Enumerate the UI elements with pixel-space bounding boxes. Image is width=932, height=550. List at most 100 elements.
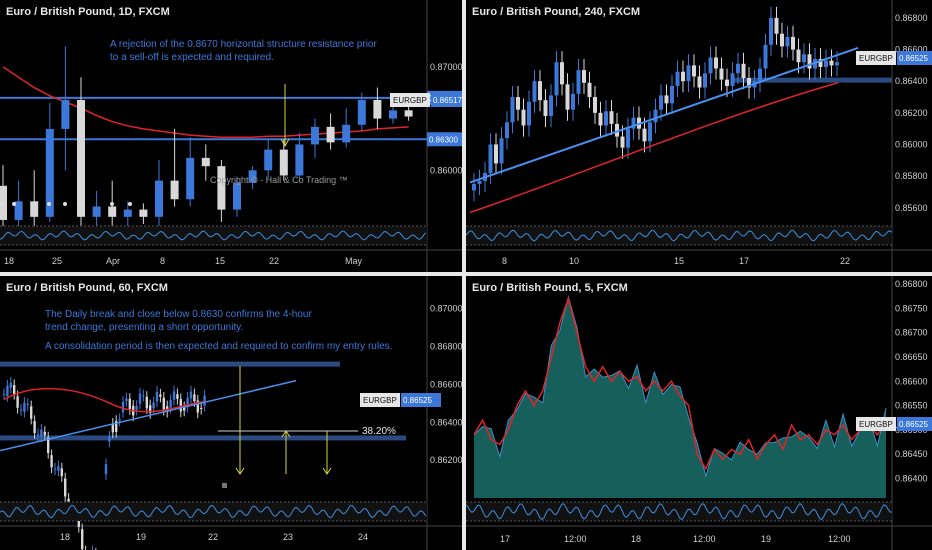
signal-dot — [110, 202, 114, 206]
candle-body — [582, 70, 586, 83]
signal-dot — [128, 202, 132, 206]
price-tag-value — [401, 393, 441, 407]
time-tick-label: 22 — [840, 256, 850, 266]
support-zone — [0, 435, 406, 441]
candle-body — [186, 157, 195, 200]
candle-body — [714, 57, 718, 69]
price-tag-value-text: 0.86525 — [403, 396, 432, 405]
candle-body — [169, 399, 172, 408]
price-tick-label: 0.86700 — [895, 328, 928, 338]
candle-body — [19, 409, 23, 411]
chart-panel-daily[interactable]: 0.867000.863000.870000.86000EURGBP0.8651… — [0, 0, 462, 272]
candle-body — [648, 122, 652, 142]
candle-body — [179, 399, 182, 412]
price-tick-label: 0.86600 — [895, 45, 928, 55]
chart-panel-1h[interactable]: 0.87000 0.86800 0.86600 0.86400 0.86200 EURGB… — [0, 276, 462, 550]
candle-body — [653, 109, 658, 123]
candle-body — [6, 385, 9, 397]
candle-body — [155, 180, 163, 217]
price-tag-value — [431, 93, 462, 107]
candle-body — [196, 400, 199, 413]
price-tick-label: 0.86450 — [895, 449, 928, 459]
candle-body — [57, 466, 60, 471]
chart-panel-4h[interactable]: 0.86800 0.86600 0.86400 0.86200 0.86000 0.858… — [466, 0, 932, 272]
time-tick-label: 17 — [739, 256, 749, 266]
candle-body — [36, 434, 40, 436]
candle-body — [40, 429, 43, 437]
price-tick-label: 0.86400 — [895, 474, 928, 484]
time-tick-label: 23 — [283, 532, 293, 542]
candle-body — [631, 117, 636, 129]
candle-body — [45, 128, 54, 217]
time-tick-label: 10 — [569, 256, 579, 266]
candle-body — [162, 397, 165, 410]
chart-title: Euro / British Pound, 1D, FXCM — [6, 6, 170, 18]
price-tag-value — [897, 51, 932, 65]
price-tag-symbol-text: EURGBP — [363, 396, 397, 405]
price-tick-label: 0.86600 — [895, 376, 928, 386]
candle-body — [675, 71, 680, 86]
candle-body — [488, 144, 493, 173]
price-tag-symbol — [856, 417, 896, 431]
candle-body — [128, 398, 131, 410]
price-tick-label: 0.85800 — [895, 171, 928, 181]
candle-body — [135, 406, 138, 410]
candle-body — [571, 93, 575, 110]
candle-body — [23, 402, 26, 412]
signal-dot — [78, 202, 82, 206]
time-tick-label: 12:00 — [564, 534, 587, 544]
price-tick-label: 0.85600 — [895, 203, 928, 213]
candle-body — [521, 109, 526, 126]
candle-body — [780, 33, 784, 47]
candle-body — [477, 180, 482, 185]
time-tick-label: 18 — [4, 256, 14, 266]
price-tick-label: 0.86800 — [430, 342, 462, 352]
candle-body — [736, 63, 740, 74]
candle-body — [796, 49, 801, 63]
candle-body — [604, 111, 608, 126]
chart-panel-5m[interactable]: 0.86800 0.86750 0.86700 0.86650 0.86600 0.865… — [466, 276, 932, 550]
candle-body — [61, 99, 70, 129]
price-tick-label: 0.86550 — [895, 401, 928, 411]
fib-level-label: 38.20% — [362, 426, 396, 437]
candle-body — [549, 95, 553, 116]
time-tick-label: 24 — [358, 532, 368, 542]
candle-body — [785, 36, 790, 47]
price-tag-symbol — [856, 51, 896, 65]
price-tick-label: 0.86600 — [430, 379, 462, 389]
time-tick-label: May — [345, 256, 363, 266]
candle-body — [615, 123, 619, 137]
price-tag-value — [897, 417, 932, 431]
time-tick-label: 18 — [631, 534, 641, 544]
candle-body — [824, 60, 828, 67]
resistance-zone — [0, 361, 340, 367]
price-tag-symbol-text: EURGBP — [393, 96, 427, 105]
candle-body — [835, 62, 839, 66]
candle-body — [217, 166, 226, 210]
candle-body — [139, 209, 148, 217]
trendline — [0, 379, 297, 452]
candle-body — [118, 419, 121, 421]
candle-body — [741, 63, 746, 79]
signal-dot — [63, 202, 67, 206]
candle-body — [92, 206, 101, 217]
chart-daily-svg: 0.867000.863000.870000.86000EURGBP0.8651… — [0, 0, 462, 272]
candle-body — [357, 99, 366, 125]
candle-body — [50, 455, 53, 468]
candle-body — [138, 393, 142, 404]
candle-body — [791, 36, 795, 50]
chart-annotation: to a sell-off is expected and required. — [110, 52, 274, 63]
candle-body — [111, 423, 114, 433]
time-tick-label: Apr — [106, 256, 120, 266]
candle-body — [719, 68, 724, 80]
chart-title: Euro / British Pound, 60, FXCM — [6, 282, 168, 294]
time-tick-label: 17 — [500, 534, 510, 544]
price-tag-symbol — [390, 93, 430, 107]
moving-average-line — [2, 66, 409, 138]
price-tick-label: 0.86650 — [895, 352, 928, 362]
candle-body — [30, 201, 39, 217]
candle-body — [659, 95, 663, 110]
candle-body — [142, 395, 145, 397]
candle-body — [176, 394, 179, 399]
vertical-divider — [462, 0, 466, 550]
